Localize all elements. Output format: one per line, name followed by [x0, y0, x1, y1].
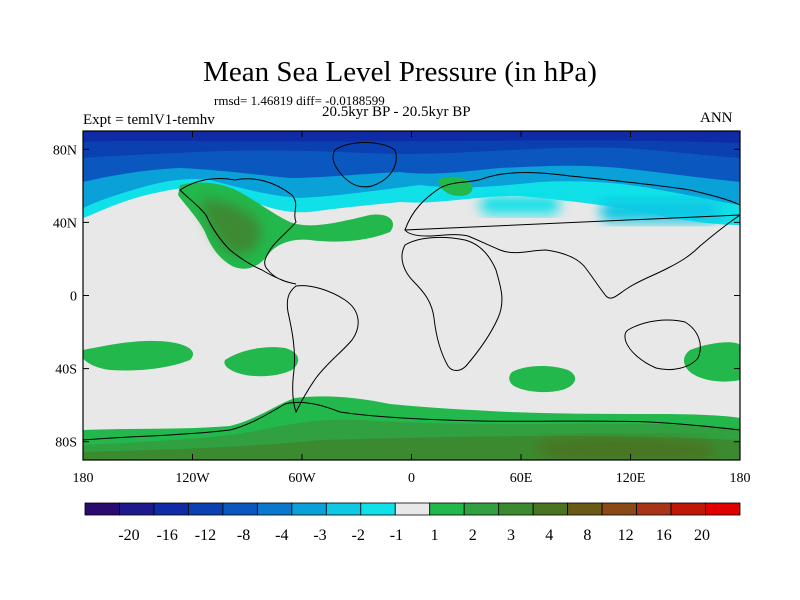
y-tick-label-4: 80S [55, 436, 77, 451]
y-tick-label-1: 40N [53, 216, 77, 231]
south-positive-field [83, 340, 740, 460]
colorbar-swatch-11 [463, 502, 500, 516]
colorbar-swatch-14 [567, 502, 603, 516]
x-tick-label-1: 120W [175, 471, 210, 486]
colorbar-swatch-1 [119, 502, 155, 516]
coast-africa [401, 236, 503, 371]
stats-label: rmsd= 1.46819 diff= -0.0188599 [214, 93, 385, 108]
colorbar-swatch-15 [601, 502, 637, 516]
colorbar-label-15: 20 [694, 527, 710, 544]
axes: 180 120W 60W 0 60E 120E 180 80N 40N 0 40S 80S [53, 131, 751, 486]
colorbar-label-12: 8 [583, 527, 591, 544]
colorbar-label-3: -8 [237, 527, 250, 544]
coast-australia [624, 319, 701, 371]
chart-subtitle: 20.5kyr BP - 20.5kyr BP [322, 104, 471, 120]
australia-green [684, 342, 740, 382]
north-positive-field [178, 176, 473, 269]
coast-south-america [286, 285, 359, 414]
colorbar-label-8: 1 [431, 527, 439, 544]
coast-eurasia [404, 172, 740, 299]
colorbar-swatch-17 [670, 502, 706, 516]
colorbar-swatch-8 [360, 502, 396, 516]
map-field [83, 131, 740, 460]
north-america-core [200, 199, 262, 255]
asia-cyan-patch [600, 200, 720, 222]
y-tick-label-2: 0 [70, 290, 77, 305]
europe-cyan-patch [480, 196, 560, 214]
season-label: ANN [700, 110, 733, 126]
colorbar: -20 -16 -12 -8 -4 -3 -2 -1 1 2 3 4 8 12 16 20 [84, 502, 741, 544]
coast-north-america [179, 177, 297, 285]
colorbar-label-1: -16 [157, 527, 178, 544]
colorbar-swatch-16 [636, 502, 672, 516]
colorbar-label-14: 16 [656, 527, 672, 544]
colorbar-label-6: -2 [352, 527, 365, 544]
south-atlantic-green [224, 347, 299, 377]
south-pacific-green [83, 340, 194, 371]
colorbar-swatch-12 [498, 502, 534, 516]
y-tick-label-3: 40S [55, 363, 77, 378]
antarctic-brown [536, 437, 715, 460]
colorbar-label-9: 2 [469, 527, 477, 544]
x-tick-label-0: 180 [73, 471, 94, 486]
colorbar-label-11: 4 [545, 527, 553, 544]
colorbar-label-5: -3 [313, 527, 326, 544]
colorbar-swatch-4 [222, 502, 258, 516]
colorbar-swatch-7 [325, 502, 362, 516]
colorbar-swatch-13 [532, 502, 569, 516]
coastlines [83, 142, 740, 441]
colorbar-swatch-2 [153, 502, 189, 516]
colorbar-swatch-18 [705, 502, 741, 516]
coast-antarctica [83, 401, 740, 441]
colorbar-label-13: 12 [618, 527, 634, 544]
x-tick-label-5: 120E [616, 471, 646, 486]
indian-ocean-green [509, 366, 576, 393]
x-tick-label-2: 60W [288, 471, 316, 486]
colorbar-label-7: -1 [390, 527, 403, 544]
colorbar-label-2: -12 [195, 527, 216, 544]
colorbar-label-0: -20 [118, 527, 139, 544]
x-tick-label-4: 60E [510, 471, 533, 486]
colorbar-swatch-3 [188, 502, 224, 516]
colorbar-swatch-0 [84, 502, 120, 516]
chart-title: Mean Sea Level Pressure (in hPa) [203, 56, 597, 88]
coast-greenland [332, 142, 397, 188]
arctic-negative-field [83, 131, 740, 225]
experiment-label: Expt = temlV1-temhv [83, 112, 215, 128]
x-tick-label-3: 0 [408, 471, 415, 486]
x-tick-label-6: 180 [730, 471, 751, 486]
colorbar-label-4: -4 [275, 527, 288, 544]
y-tick-label-0: 80N [53, 143, 77, 158]
colorbar-swatch-6 [291, 502, 327, 516]
colorbar-swatch-10 [429, 502, 465, 516]
colorbar-label-10: 3 [507, 527, 515, 544]
scandinavia-green [438, 176, 473, 196]
colorbar-swatch-9 [394, 502, 431, 516]
colorbar-swatch-5 [256, 502, 293, 516]
